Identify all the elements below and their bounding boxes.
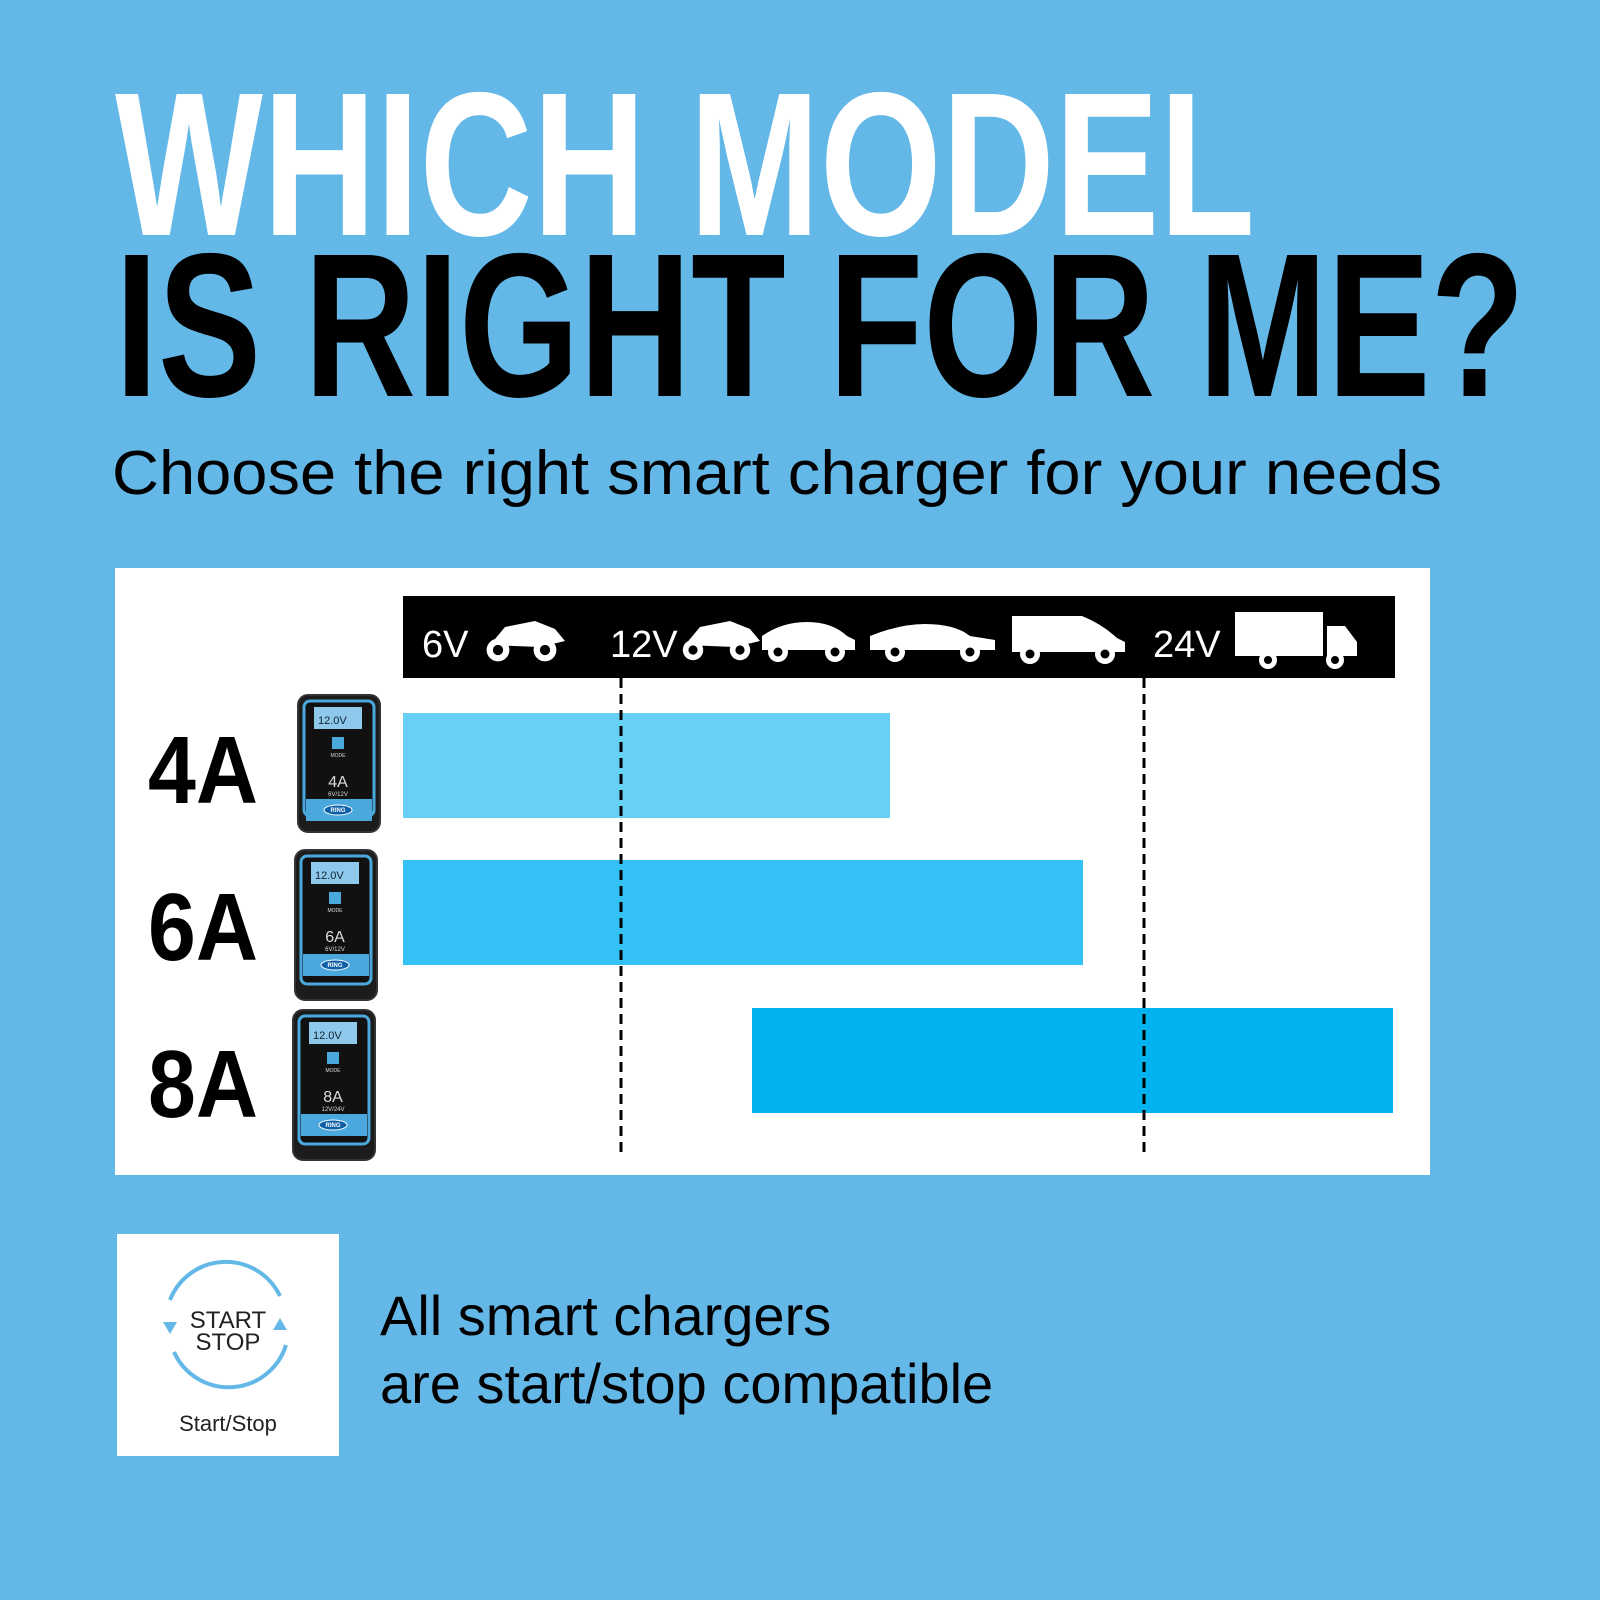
hub bbox=[965, 647, 975, 657]
hub bbox=[890, 647, 900, 657]
hub bbox=[1100, 649, 1110, 659]
footer-text: All smart chargers bbox=[380, 1284, 831, 1347]
subtitle: Choose the right smart charger for your … bbox=[112, 439, 1442, 508]
van bbox=[1012, 616, 1125, 652]
device-voltage: 6V/12V bbox=[325, 947, 345, 953]
vehicle-icons bbox=[486, 612, 1357, 669]
device-brand: RING bbox=[328, 963, 343, 969]
device-trim bbox=[297, 1014, 371, 1146]
badge-icon-text: STOP bbox=[196, 1329, 261, 1356]
device-button bbox=[329, 892, 341, 904]
truck-cab bbox=[1327, 626, 1357, 656]
voltage-label: 12V bbox=[610, 624, 678, 666]
device-brand: RING bbox=[331, 808, 346, 814]
model-label: 8A bbox=[148, 1031, 258, 1138]
device-screen bbox=[311, 862, 359, 884]
badge-caption: Start/Stop bbox=[179, 1411, 277, 1436]
device-trim bbox=[299, 854, 373, 986]
range-bar bbox=[403, 860, 1083, 965]
hub bbox=[1263, 655, 1273, 665]
range-bar bbox=[403, 713, 890, 818]
hub bbox=[1025, 649, 1035, 659]
device-display: 12.0V bbox=[313, 1030, 342, 1042]
model-label: 6A bbox=[148, 874, 258, 981]
device-display: 12.0V bbox=[315, 870, 344, 882]
badge-icon-text: START bbox=[190, 1307, 267, 1334]
device-mode: MODE bbox=[328, 908, 344, 914]
hub bbox=[492, 644, 504, 656]
hub bbox=[735, 645, 745, 655]
device-voltage: 12V/24V bbox=[321, 1107, 344, 1113]
device-brand: RING bbox=[326, 1123, 341, 1129]
device-button bbox=[332, 737, 344, 749]
hub bbox=[688, 645, 698, 655]
device-display: 12.0V bbox=[318, 715, 347, 727]
badge-arrows bbox=[168, 1259, 288, 1390]
sedan bbox=[870, 624, 995, 650]
hub bbox=[773, 647, 783, 657]
footer-text: are start/stop compatible bbox=[380, 1352, 993, 1415]
device-rating: 8A bbox=[323, 1089, 343, 1106]
title-line-2: IS RIGHT FOR ME? bbox=[115, 211, 1525, 440]
device-logo bbox=[318, 1119, 348, 1131]
model-label: 4A bbox=[148, 717, 258, 824]
device-logo bbox=[320, 959, 350, 971]
truck-box bbox=[1235, 612, 1323, 656]
device-rating: 6A bbox=[325, 929, 345, 946]
device-button bbox=[327, 1052, 339, 1064]
hub bbox=[830, 647, 840, 657]
device-mode: MODE bbox=[331, 753, 347, 759]
device-screen bbox=[314, 707, 362, 729]
title-line-1: WHICH MODEL bbox=[115, 50, 1255, 279]
range-bar bbox=[752, 1008, 1393, 1113]
device-screen bbox=[309, 1022, 357, 1044]
voltage-label: 6V bbox=[422, 624, 469, 666]
badge bbox=[117, 1234, 339, 1456]
voltage-label: 24V bbox=[1153, 624, 1221, 666]
hub bbox=[1330, 655, 1340, 665]
device-rating: 4A bbox=[328, 774, 348, 791]
device-voltage: 6V/12V bbox=[328, 792, 348, 798]
hub bbox=[539, 644, 551, 656]
device-logo bbox=[323, 804, 353, 816]
device-mode: MODE bbox=[326, 1068, 342, 1074]
